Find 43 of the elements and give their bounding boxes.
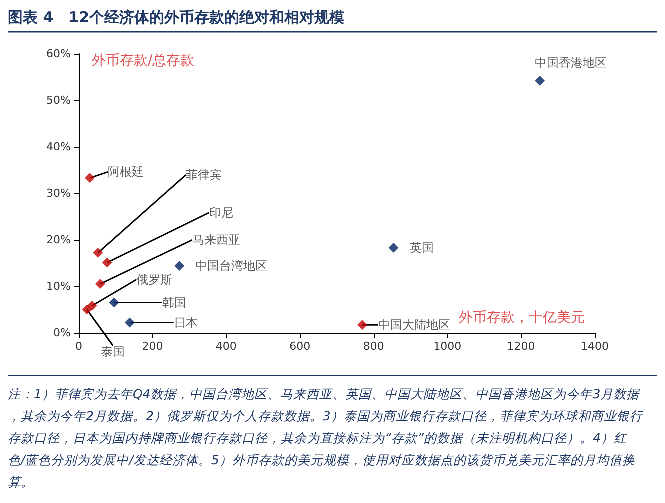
x-tick-label: 1200 [507, 340, 536, 353]
x-axis-title: 外币存款，十亿美元 [459, 310, 585, 326]
point [535, 76, 546, 86]
annotation: 菲律宾 [186, 168, 222, 182]
annotation: 泰国 [101, 344, 126, 359]
annotation: 中国香港地区 [535, 56, 608, 70]
point [85, 173, 96, 184]
annotation: 中国大陆地区 [378, 318, 450, 332]
annotation: 俄罗斯 [136, 273, 172, 288]
annotation: 阿根廷 [108, 165, 144, 180]
point [174, 261, 185, 272]
annotation: 马来西亚 [192, 233, 240, 248]
annotation: 日本 [174, 316, 198, 330]
chart-title: 图表 4 12个经济体的外币存款的绝对和相对规模 [8, 8, 346, 26]
x-tick-label: 1400 [581, 340, 609, 353]
x-tick-label: 200 [142, 340, 164, 353]
y-tick-label: 10% [46, 280, 71, 293]
point [109, 298, 120, 308]
point [82, 304, 92, 315]
point [357, 320, 368, 330]
annotation: 中国台湾地区 [196, 259, 268, 274]
y-tick-label: 30% [46, 187, 71, 200]
point [102, 258, 112, 268]
x-tick-label: 1000 [434, 340, 462, 353]
point [95, 279, 106, 290]
x-tick-label: 800 [363, 340, 384, 353]
point [124, 318, 135, 328]
point [93, 248, 104, 258]
x-tick-label: 600 [290, 340, 311, 353]
y-tick-label: 0% [54, 326, 71, 340]
y-tick-label: 20% [46, 234, 71, 246]
point [87, 301, 98, 312]
point [388, 242, 399, 253]
annotation: 韩国 [162, 296, 186, 310]
text: 注：1）菲律宾为去年Q4数据，中国台湾地区、马来西亚、英国、中国大陆地区、中国香港地区为今年3月数据，其余为今年2月数据。2）俄罗斯仅为个人存款数据。3）泰国为商业银行存款口径，菲律宾为环球和商业银行存款口径，日本为国内持牌商业银行存款口径，其余为直接标注为“存款”的数据（未注明机构口径）。4）红色/蓝色分别为发展中/发达经济体。5）外币存款的美元规模，使用对应数据点的该货币兑美元汇率的月均值换算。 [8, 386, 644, 490]
x-tick-label: 400 [216, 340, 237, 353]
annotation: 印尼 [209, 206, 234, 220]
y-axis-title: 外币存款/总存款 [92, 53, 195, 69]
annotation: 英国 [410, 240, 434, 255]
y-tick-label: 60% [46, 48, 71, 60]
y-tick-label: 40% [46, 140, 71, 154]
x-tick-label: 0 [76, 340, 82, 353]
y-tick-label: 50% [46, 94, 71, 107]
